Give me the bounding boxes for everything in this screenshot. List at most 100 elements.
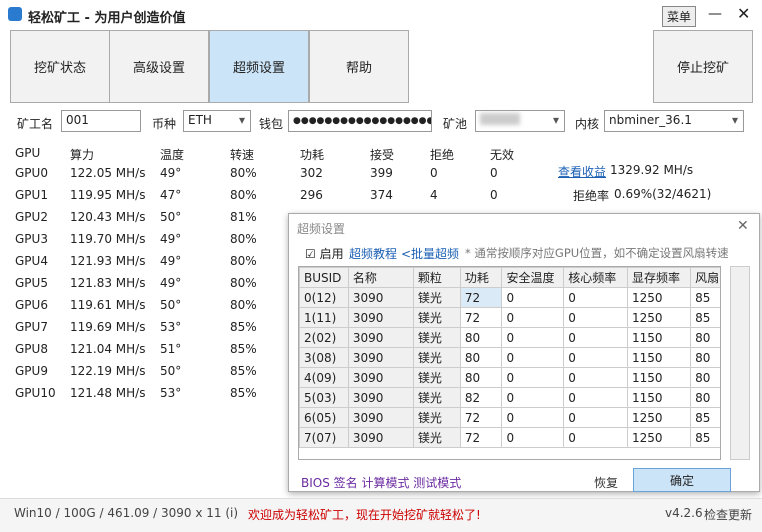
close-button[interactable]: ✕ xyxy=(737,4,751,23)
tab[interactable]: 帮助 xyxy=(309,30,409,103)
cell: 3090 xyxy=(347,347,414,368)
cell: 85% xyxy=(230,386,257,400)
cell: 80% xyxy=(230,166,257,180)
cell: 3090 xyxy=(347,327,414,348)
column-header: 功耗 xyxy=(459,267,503,288)
cell: 80% xyxy=(230,276,257,290)
column-header: 接受 xyxy=(370,148,395,162)
tab-active[interactable]: 超频设置 xyxy=(209,30,309,103)
cell: 80 xyxy=(459,327,503,348)
cell: 85% xyxy=(230,320,257,334)
coin-select[interactable]: ETH xyxy=(183,110,251,132)
cell: 1(11) xyxy=(299,307,349,328)
cell: 82 xyxy=(459,387,503,408)
scrollbar[interactable] xyxy=(730,266,750,460)
cell: 119.70 MH/s xyxy=(70,232,146,246)
cell: 0 xyxy=(430,166,438,180)
column-header: BUSID xyxy=(299,267,349,288)
minimize-button[interactable]: — xyxy=(708,6,722,22)
cell: 镁光 xyxy=(412,307,461,328)
cell: 80 xyxy=(690,367,720,388)
cell: GPU10 xyxy=(15,386,56,400)
cell: 50° xyxy=(160,364,182,378)
cell: 80 xyxy=(690,327,720,348)
cell: 399 xyxy=(370,166,393,180)
cell: 80% xyxy=(230,298,257,312)
cell: 122.19 MH/s xyxy=(70,364,146,378)
cell: 1150 xyxy=(626,387,692,408)
earnings-link[interactable]: 查看收益 xyxy=(558,165,607,179)
row: 0(12) 3090 镁光 72 0 0 1250 85 xyxy=(299,287,720,308)
cell: GPU7 xyxy=(15,320,48,334)
cell: 6(05) xyxy=(299,407,349,428)
column-header: 拒绝 xyxy=(430,148,455,162)
cell: 121.48 MH/s xyxy=(70,386,146,400)
restore-button[interactable]: 恢复 xyxy=(594,476,619,490)
stop-button[interactable]: 停止挖矿 xyxy=(653,30,753,103)
tab[interactable]: 挖矿状态 xyxy=(10,30,110,103)
cell: 5(03) xyxy=(299,387,349,408)
cell: 122.05 MH/s xyxy=(70,166,146,180)
menu-button[interactable]: 菜单 xyxy=(662,6,697,27)
cell: 0 xyxy=(501,327,565,348)
update-link[interactable]: 检查更新 xyxy=(704,508,753,522)
cell: 72 xyxy=(459,307,503,328)
cell: 3090 xyxy=(347,367,414,388)
cell: 72 xyxy=(459,427,503,448)
pool-select[interactable] xyxy=(475,110,565,132)
cell: 1250 xyxy=(626,407,692,428)
wallet-input[interactable]: ●●●●●●●●●●●●●●●●●● xyxy=(288,110,432,132)
title-bar xyxy=(0,0,762,30)
tutorial-link[interactable]: 超频教程 xyxy=(349,247,398,261)
cell: 3090 xyxy=(347,407,414,428)
cell: 4(09) xyxy=(299,367,349,388)
note: * 通常按顺序对应GPU位置，如不确定设置风扇转速 xyxy=(465,246,729,260)
cell: 0 xyxy=(563,387,628,408)
dialog-close[interactable]: ✕ xyxy=(737,218,749,234)
cell: 镁光 xyxy=(412,387,461,408)
cell: 0 xyxy=(563,367,628,388)
mode-links[interactable]: BIOS 签名 计算模式 测试模式 xyxy=(301,476,462,490)
cell: 49° xyxy=(160,232,182,246)
table: BUSID 名称 颗粒 功耗 安全温度 核心频率 显存频率 风扇 0(12) 3090 镁光 72 0 0… xyxy=(299,267,720,448)
kernel-select[interactable]: nbminer_36.1 xyxy=(604,110,744,132)
cell: 3090 xyxy=(347,427,414,448)
window-title: 轻松矿工 - 为用户创造价值 xyxy=(28,11,186,26)
overclock-table: BUSID 名称 颗粒 功耗 安全温度 核心频率 显存频率 风扇 0(12) 3090 镁光 72 0 0… xyxy=(298,266,721,460)
confirm-button[interactable]: 确定 xyxy=(633,468,731,492)
cell: 镁光 xyxy=(412,347,461,368)
label: 钱包 xyxy=(259,117,284,131)
version: v4.2.6 xyxy=(665,506,703,520)
status-bar xyxy=(0,498,762,532)
cell: 120.43 MH/s xyxy=(70,210,146,224)
column-header: 安全温度 xyxy=(501,267,565,288)
row: 1(11) 3090 镁光 72 0 0 1250 85 xyxy=(299,307,720,328)
cell: 镁光 xyxy=(412,367,461,388)
label: 币种 xyxy=(152,117,177,131)
column-header: 算力 xyxy=(70,148,95,162)
cell: GPU5 xyxy=(15,276,48,290)
cell: 镁光 xyxy=(412,427,461,448)
cell: 119.69 MH/s xyxy=(70,320,146,334)
column-header: 功耗 xyxy=(300,148,325,162)
cell: GPU4 xyxy=(15,254,48,268)
cell: 0 xyxy=(563,307,628,328)
miner-input[interactable]: 001 xyxy=(61,110,141,132)
enable-checkbox[interactable]: ☑ 启用 xyxy=(305,247,344,261)
cell: 3090 xyxy=(347,307,414,328)
cell: 72 xyxy=(459,287,503,308)
cell: 121.04 MH/s xyxy=(70,342,146,356)
row: 4(09) 3090 镁光 80 0 0 1150 80 xyxy=(299,367,720,388)
reject-rate: 0.69%(32/4621) xyxy=(614,187,712,201)
cell: 0 xyxy=(563,327,628,348)
cell: 1150 xyxy=(626,367,692,388)
cell: 0 xyxy=(501,387,565,408)
cell: 0(12) xyxy=(299,287,349,308)
batch-link[interactable]: <批量超频 xyxy=(401,247,460,261)
cell: 3090 xyxy=(347,287,414,308)
header-row: BUSID 名称 颗粒 功耗 安全温度 核心频率 显存频率 风扇 xyxy=(299,267,720,288)
label: 矿工名 xyxy=(17,117,54,131)
tab[interactable]: 高级设置 xyxy=(109,30,209,103)
cell: 85 xyxy=(690,407,720,428)
row: 6(05) 3090 镁光 72 0 0 1250 85 xyxy=(299,407,720,428)
